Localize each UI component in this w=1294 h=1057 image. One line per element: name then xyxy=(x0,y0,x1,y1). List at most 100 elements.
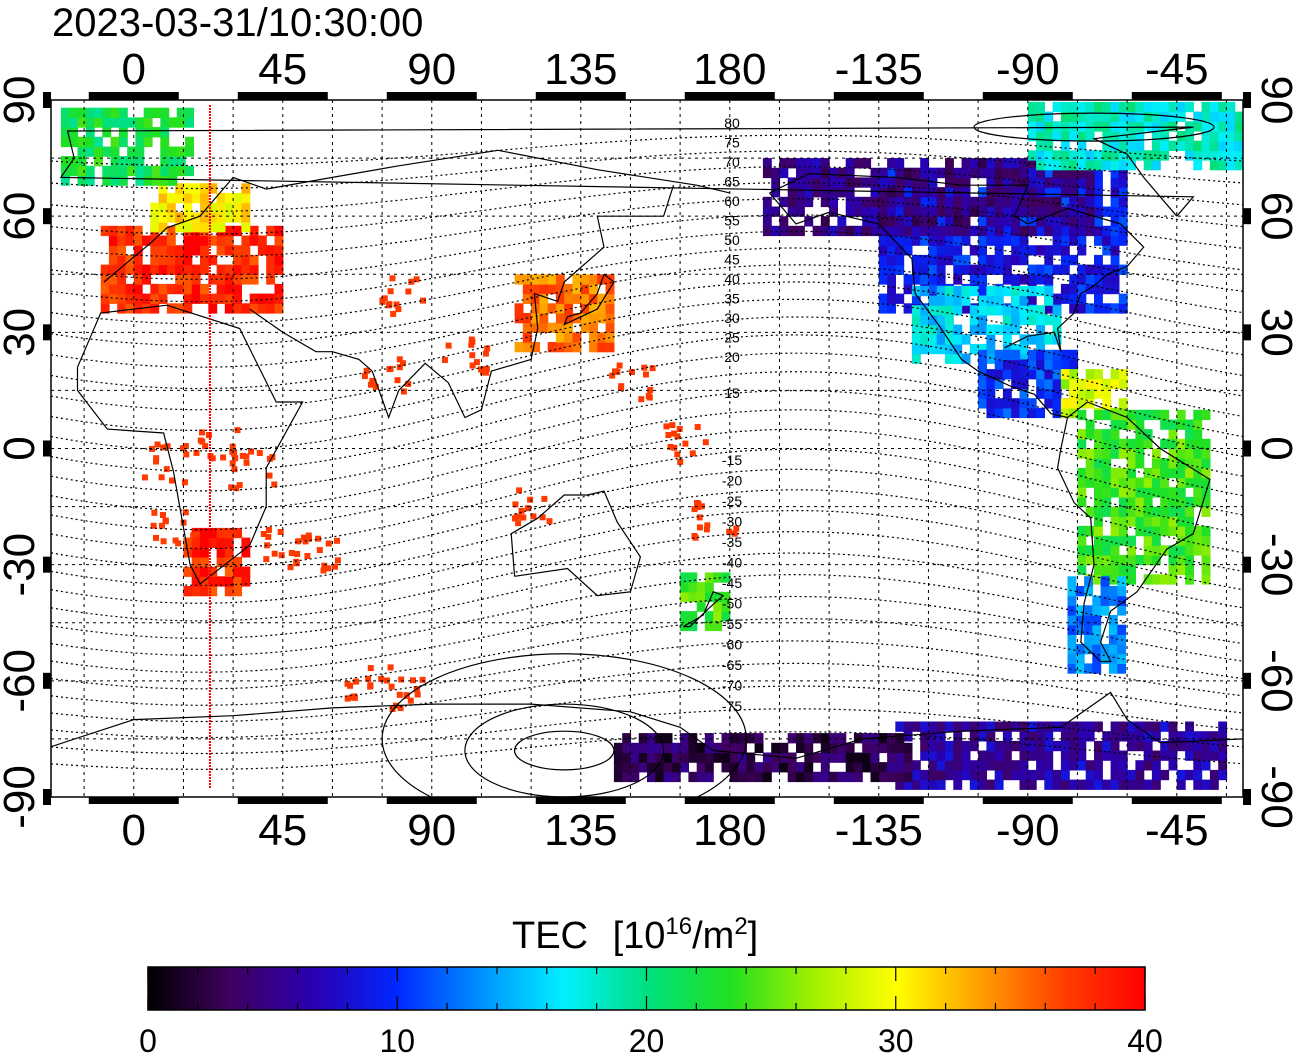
tec-cell xyxy=(1127,574,1136,585)
tec-cell xyxy=(1135,438,1145,450)
tec-cell xyxy=(1118,264,1128,275)
tec-cell xyxy=(224,274,234,285)
tec-cell xyxy=(1118,101,1128,113)
tec-cell xyxy=(1100,576,1110,587)
tec-cell xyxy=(288,550,295,556)
tec-cell xyxy=(1094,477,1103,488)
tec-cell xyxy=(1077,245,1087,256)
tec-cell xyxy=(1002,225,1012,237)
tec-cell xyxy=(143,117,153,128)
tec-cell xyxy=(102,127,112,138)
tec-cell xyxy=(60,156,70,167)
tec-cell xyxy=(837,187,847,198)
tec-cell xyxy=(887,196,896,208)
tec-cell xyxy=(903,731,913,742)
tec-cell xyxy=(911,324,921,335)
tec-cell xyxy=(589,342,598,353)
tec-cell xyxy=(1052,721,1062,732)
tec-cell xyxy=(1011,285,1021,297)
tec-cell xyxy=(1011,359,1021,370)
tec-cell xyxy=(895,762,905,773)
tec-cell xyxy=(1108,644,1118,655)
tec-cell xyxy=(183,293,193,304)
tec-cell xyxy=(1127,740,1136,752)
tec-cell xyxy=(1160,458,1170,469)
tec-cell xyxy=(804,771,814,783)
tec-cell xyxy=(228,484,235,491)
tec-cell xyxy=(1077,487,1087,498)
tec-cell xyxy=(1036,167,1045,179)
tec-cell xyxy=(771,752,781,763)
tec-cell xyxy=(630,742,640,754)
tec-cell xyxy=(945,343,954,355)
tec-cell xyxy=(1075,615,1085,626)
tec-cell xyxy=(125,293,135,304)
tec-cell xyxy=(677,458,684,465)
colorbar-title-text: TEC xyxy=(512,915,588,957)
tec-cell xyxy=(514,303,524,314)
tec-cell xyxy=(787,196,797,208)
tec-cell xyxy=(895,235,905,246)
tec-cell xyxy=(1135,111,1145,122)
tec-cell xyxy=(257,245,267,256)
tec-cell xyxy=(1102,496,1112,508)
tec-cell xyxy=(945,235,954,246)
tec-cell xyxy=(1102,206,1112,217)
tec-cell xyxy=(1201,564,1211,575)
tec-cell xyxy=(895,771,905,783)
tec-cell xyxy=(953,254,963,266)
tec-cell xyxy=(961,721,971,732)
tec-cell xyxy=(978,769,987,781)
tec-cell xyxy=(1201,535,1211,546)
tec-cell xyxy=(688,742,698,754)
tec-cell xyxy=(1094,225,1103,237)
tec-cell xyxy=(224,566,234,577)
tec-cell xyxy=(1193,140,1203,151)
tec-cell xyxy=(853,206,863,217)
tec-cell xyxy=(1094,167,1103,179)
tec-cell xyxy=(1077,525,1087,537)
tec-cell xyxy=(539,293,549,304)
tec-cell xyxy=(1201,545,1211,556)
tec-cell xyxy=(669,422,676,429)
tec-cell xyxy=(1110,121,1120,132)
tec-cell xyxy=(911,235,921,246)
tec-cell xyxy=(787,206,797,217)
tec-cell xyxy=(1127,496,1136,508)
tec-cell xyxy=(1085,448,1095,459)
tec-cell xyxy=(986,187,996,198)
tec-cell xyxy=(1110,564,1120,575)
tec-cell xyxy=(1110,535,1120,546)
tec-cell xyxy=(1160,487,1170,498)
tec-cell xyxy=(1193,448,1203,459)
tec-cell xyxy=(152,127,161,138)
tec-cell xyxy=(166,192,176,204)
tec-cell xyxy=(903,274,913,285)
tec-cell xyxy=(887,771,896,783)
tec-cell xyxy=(1036,245,1045,256)
tec-cell xyxy=(249,303,259,314)
tec-cell xyxy=(1085,378,1095,390)
tec-cell xyxy=(1118,496,1128,508)
tec-cell xyxy=(236,482,243,489)
tec-cell xyxy=(796,733,805,744)
tec-cell xyxy=(135,127,145,138)
tec-cell xyxy=(589,303,598,314)
tec-cell xyxy=(1135,131,1145,142)
tec-cell xyxy=(820,742,830,754)
tec-cell xyxy=(166,283,176,295)
tec-cell xyxy=(1110,429,1120,440)
tec-cell xyxy=(978,398,987,409)
y-left-label: 0 xyxy=(0,436,44,460)
tec-cell xyxy=(1176,140,1186,151)
tec-cell xyxy=(961,216,971,227)
tec-cell xyxy=(1036,305,1045,316)
tec-cell xyxy=(713,752,723,763)
tec-cell xyxy=(887,206,896,217)
tec-cell xyxy=(1168,760,1178,771)
tec-cell xyxy=(1135,150,1145,161)
tec-cell xyxy=(994,285,1004,297)
tec-cell xyxy=(895,293,905,304)
tec-cell xyxy=(1201,448,1211,459)
tec-cell xyxy=(1002,177,1012,188)
